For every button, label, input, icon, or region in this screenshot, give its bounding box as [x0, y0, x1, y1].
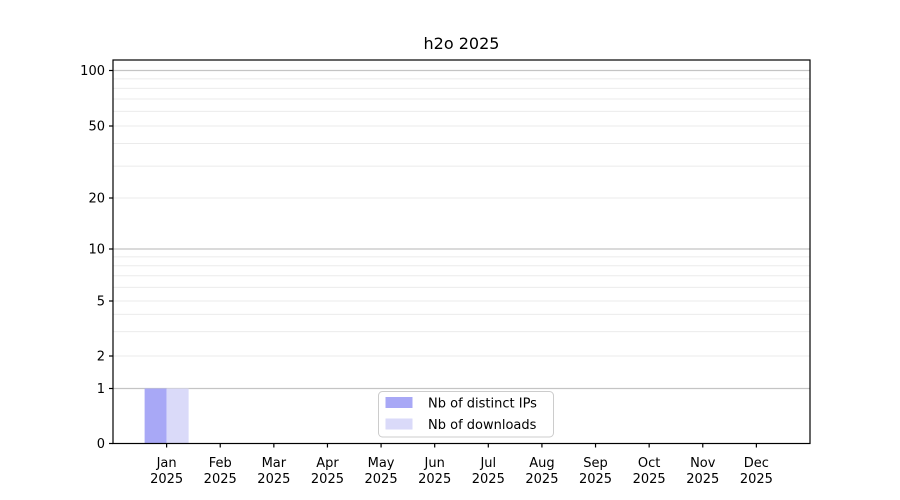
y-tick-label-2: 2	[97, 350, 105, 365]
x-tick-label-month-apr: Apr	[316, 456, 339, 471]
x-tick-label-month-jun: Jun	[424, 456, 445, 471]
y-tick-label-1: 1	[97, 382, 105, 397]
legend-label-distinct-ips: Nb of distinct IPs	[428, 397, 537, 412]
x-tick-label-year-jun: 2025	[418, 472, 451, 487]
y-tick-label-0: 0	[97, 437, 105, 452]
x-tick-label-month-feb: Feb	[209, 456, 232, 471]
x-tick-label-month-mar: Mar	[262, 456, 287, 471]
bar-distinct-ips-jan	[144, 388, 167, 444]
x-tick-label-year-mar: 2025	[257, 472, 290, 487]
legend-swatch-downloads	[385, 418, 413, 430]
x-tick-label-month-oct: Oct	[638, 456, 660, 471]
x-tick-label-month-dec: Dec	[744, 456, 769, 471]
y-tick-label-5: 5	[97, 295, 105, 310]
x-tick-label-year-nov: 2025	[686, 472, 719, 487]
x-tick-label-month-sep: Sep	[583, 456, 608, 471]
x-tick-label-month-jan: Jan	[156, 456, 177, 471]
plot-text-layer: h2o 2025 Nb of distinct IPs Nb of downlo…	[424, 34, 538, 433]
bar-downloads-jan	[166, 388, 189, 444]
chart-title: h2o 2025	[424, 34, 500, 53]
legend-swatch-distinct-ips	[385, 397, 413, 408]
x-tick-label-year-oct: 2025	[633, 472, 666, 487]
legend-box	[378, 391, 554, 438]
x-tick-label-month-jul: Jul	[479, 456, 496, 471]
x-tick-label-month-may: May	[368, 456, 395, 471]
x-tick-label-year-may: 2025	[365, 472, 398, 487]
x-tick-label-year-jul: 2025	[472, 472, 505, 487]
y-tick-label-10: 10	[88, 243, 105, 258]
plot-render-layer: 0125102050100Jan2025Feb2025Mar2025Apr202…	[80, 59, 811, 487]
x-tick-label-year-sep: 2025	[579, 472, 612, 487]
y-tick-label-50: 50	[88, 120, 105, 135]
y-tick-label-100: 100	[80, 64, 105, 79]
x-tick-label-year-apr: 2025	[311, 472, 344, 487]
plot-border	[112, 59, 811, 445]
x-tick-label-month-nov: Nov	[690, 456, 716, 471]
x-tick-label-year-dec: 2025	[740, 472, 773, 487]
y-tick-label-20: 20	[88, 192, 105, 207]
x-tick-label-year-jan: 2025	[150, 472, 183, 487]
legend-label-downloads: Nb of downloads	[428, 418, 537, 433]
x-tick-label-year-feb: 2025	[204, 472, 237, 487]
x-tick-label-year-aug: 2025	[525, 472, 558, 487]
x-tick-label-month-aug: Aug	[529, 456, 554, 471]
